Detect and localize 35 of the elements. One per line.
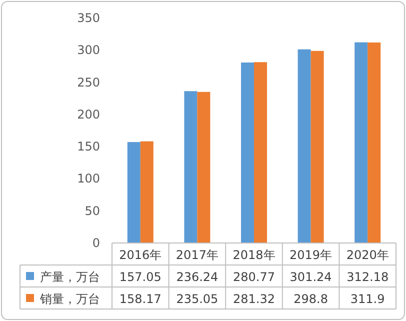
bar xyxy=(127,142,140,243)
legend-label: 销量，万台 xyxy=(39,292,100,306)
bar xyxy=(184,91,198,243)
bar xyxy=(241,62,254,243)
data-label: 158.17 xyxy=(119,292,162,306)
data-label: 280.77 xyxy=(233,270,275,284)
bar xyxy=(197,92,210,243)
bar xyxy=(298,49,311,243)
y-tick-label: 150 xyxy=(77,140,100,154)
bar xyxy=(354,42,368,243)
x-tick-label: 2017年 xyxy=(176,248,218,262)
bar xyxy=(368,42,381,243)
y-tick-label: 100 xyxy=(77,172,100,186)
x-tick-label: 2019年 xyxy=(290,248,332,262)
y-tick-label: 350 xyxy=(77,11,100,25)
y-tick-label: 200 xyxy=(77,107,100,122)
y-tick-label: 300 xyxy=(77,43,100,58)
data-label: 281.32 xyxy=(233,292,275,306)
x-tick-label: 2020年 xyxy=(346,248,389,262)
data-label: 301.24 xyxy=(290,270,332,284)
x-tick-label: 2016年 xyxy=(119,248,162,262)
data-label: 235.05 xyxy=(176,292,218,306)
bar xyxy=(140,141,154,243)
data-label: 157.05 xyxy=(119,270,162,284)
y-tick-label: 50 xyxy=(84,204,100,218)
bar xyxy=(310,50,324,243)
y-tick-label: 250 xyxy=(77,75,100,90)
legend-label: 产量，万台 xyxy=(40,270,100,284)
y-tick-label: 0 xyxy=(92,236,100,250)
data-label: 298.8 xyxy=(294,292,328,306)
data-label: 236.24 xyxy=(176,270,218,284)
x-tick-label: 2018年 xyxy=(232,248,276,262)
data-label: 311.9 xyxy=(350,292,385,306)
bar xyxy=(254,62,267,243)
data-label: 312.18 xyxy=(346,270,389,284)
